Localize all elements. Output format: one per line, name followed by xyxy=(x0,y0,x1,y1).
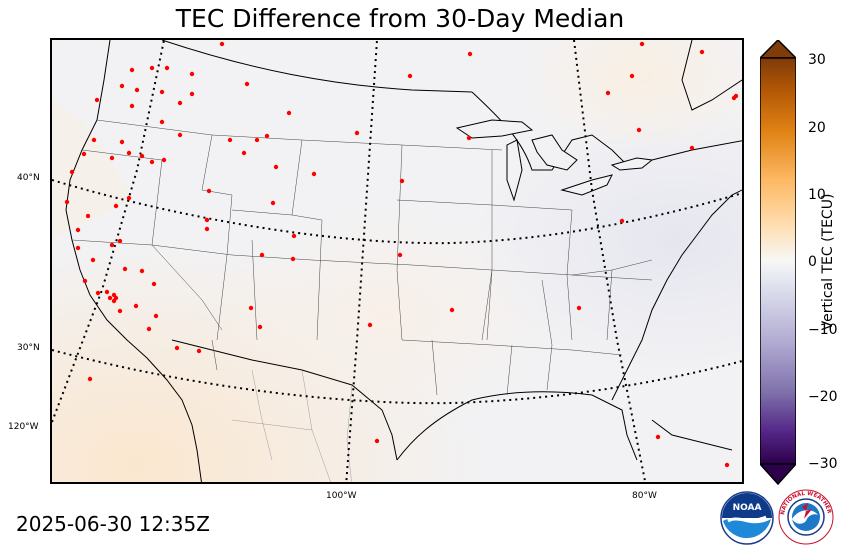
nws-logo-icon: NATIONAL WEATHER SERVICE xyxy=(778,489,834,545)
colorbar-label: Vertical TEC (TECU) xyxy=(820,193,836,331)
latitude-label-30: 30°N xyxy=(17,343,40,353)
longitude-label-80: 80°W xyxy=(632,491,657,501)
mexico-borders xyxy=(231,369,353,482)
longitude-label-120: 120°W xyxy=(8,422,39,432)
map-canvas xyxy=(52,40,742,482)
colorbar-tick-neg30: −30 xyxy=(808,456,838,472)
colorbar-tick-10: 10 xyxy=(808,187,826,203)
colorbar-tick-0: 0 xyxy=(808,254,817,270)
latitude-label-40: 40°N xyxy=(17,173,40,183)
colorbar-tick-neg10: −10 xyxy=(808,322,838,338)
state-borders xyxy=(71,119,653,396)
timestamp: 2025-06-30 12:35Z xyxy=(16,512,210,536)
graticule xyxy=(52,40,742,482)
noaa-logo-text: NOAA xyxy=(733,503,762,513)
colorbar-tick-20: 20 xyxy=(808,120,826,136)
longitude-label-100: 100°W xyxy=(326,491,357,501)
noaa-logo-icon: NOAA xyxy=(720,491,774,545)
great-lakes xyxy=(455,119,654,202)
colorbar-tick-30: 30 xyxy=(808,52,826,68)
station-markers xyxy=(64,41,739,468)
colorbar-tick-neg20: −20 xyxy=(808,389,838,405)
coastline xyxy=(65,40,742,482)
map-title: TEC Difference from 30-Day Median xyxy=(175,4,625,33)
tec-map xyxy=(50,38,744,484)
colorbar xyxy=(760,40,796,486)
